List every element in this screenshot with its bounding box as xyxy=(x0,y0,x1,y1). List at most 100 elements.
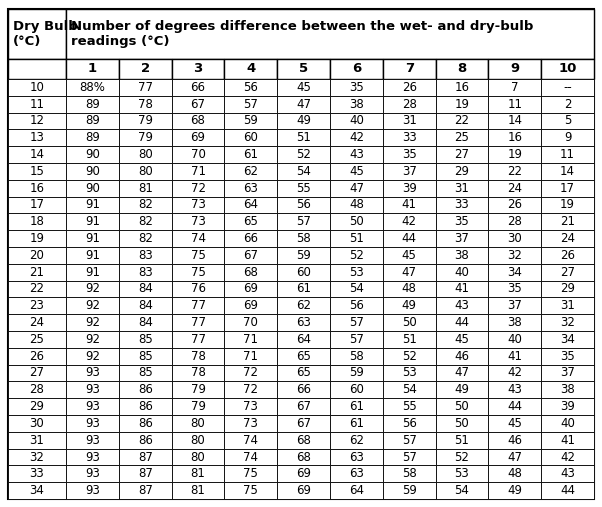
Bar xyxy=(119,197,172,213)
Text: 45: 45 xyxy=(349,165,364,178)
Text: 57: 57 xyxy=(402,433,417,447)
Text: 92: 92 xyxy=(85,282,100,296)
Text: 70: 70 xyxy=(243,316,258,329)
Text: 22: 22 xyxy=(455,115,470,127)
Text: 21: 21 xyxy=(560,215,575,228)
Text: 82: 82 xyxy=(138,215,153,228)
Bar xyxy=(119,280,172,298)
Bar xyxy=(8,79,66,96)
Bar xyxy=(488,96,541,113)
Bar xyxy=(436,415,488,432)
Bar xyxy=(8,280,66,298)
Text: 58: 58 xyxy=(402,467,417,480)
Bar xyxy=(541,415,594,432)
Bar xyxy=(119,247,172,264)
Bar xyxy=(330,398,383,415)
Text: 43: 43 xyxy=(349,148,364,161)
Bar xyxy=(541,365,594,381)
Text: 42: 42 xyxy=(560,451,575,463)
Bar xyxy=(277,230,330,247)
Bar xyxy=(436,197,488,213)
Text: 54: 54 xyxy=(296,165,311,178)
Bar xyxy=(488,79,541,96)
Bar xyxy=(8,213,66,230)
Text: 40: 40 xyxy=(455,266,470,279)
Text: 50: 50 xyxy=(402,316,417,329)
Bar xyxy=(66,314,119,331)
Bar xyxy=(8,365,66,381)
Text: 73: 73 xyxy=(191,199,205,211)
Text: 47: 47 xyxy=(507,451,523,463)
Text: 35: 35 xyxy=(507,282,522,296)
Bar xyxy=(225,415,277,432)
Bar xyxy=(225,280,277,298)
Bar xyxy=(66,129,119,146)
Text: 32: 32 xyxy=(507,249,523,262)
Text: 88%: 88% xyxy=(79,81,105,94)
Text: 90: 90 xyxy=(85,182,100,195)
Text: 17: 17 xyxy=(560,182,575,195)
Text: 93: 93 xyxy=(85,467,100,480)
Text: 57: 57 xyxy=(243,98,258,111)
Text: 39: 39 xyxy=(560,400,575,413)
Text: 61: 61 xyxy=(296,282,311,296)
Text: 50: 50 xyxy=(455,417,470,430)
Bar xyxy=(8,163,66,180)
Text: 16: 16 xyxy=(455,81,470,94)
Text: 48: 48 xyxy=(402,282,417,296)
Text: 28: 28 xyxy=(29,383,45,396)
Text: 87: 87 xyxy=(138,467,153,480)
Text: 82: 82 xyxy=(138,232,153,245)
Text: 49: 49 xyxy=(507,484,523,497)
Bar xyxy=(225,365,277,381)
Bar xyxy=(383,398,436,415)
Text: 56: 56 xyxy=(349,299,364,312)
Bar xyxy=(172,381,225,398)
Text: 51: 51 xyxy=(296,131,311,144)
Bar xyxy=(488,298,541,314)
Bar xyxy=(488,230,541,247)
Bar xyxy=(488,482,541,499)
Text: 19: 19 xyxy=(455,98,470,111)
Text: 46: 46 xyxy=(507,433,523,447)
Bar xyxy=(541,197,594,213)
Bar xyxy=(330,314,383,331)
Text: 31: 31 xyxy=(402,115,417,127)
Bar xyxy=(541,348,594,365)
Text: 59: 59 xyxy=(243,115,258,127)
Bar xyxy=(172,180,225,197)
Text: 69: 69 xyxy=(296,467,311,480)
Bar xyxy=(436,213,488,230)
Bar xyxy=(436,381,488,398)
Text: 75: 75 xyxy=(191,266,205,279)
Bar xyxy=(225,381,277,398)
Bar xyxy=(66,381,119,398)
Text: 69: 69 xyxy=(243,299,258,312)
Text: 43: 43 xyxy=(560,467,575,480)
Bar xyxy=(225,79,277,96)
Bar xyxy=(383,415,436,432)
Bar xyxy=(541,230,594,247)
Text: 92: 92 xyxy=(85,350,100,363)
Text: 53: 53 xyxy=(349,266,364,279)
Text: 93: 93 xyxy=(85,400,100,413)
Text: 84: 84 xyxy=(138,299,153,312)
Text: 2: 2 xyxy=(564,98,571,111)
Bar xyxy=(436,331,488,348)
Text: 90: 90 xyxy=(85,165,100,178)
Bar xyxy=(66,180,119,197)
Bar xyxy=(172,197,225,213)
Text: 84: 84 xyxy=(138,282,153,296)
Text: 80: 80 xyxy=(191,417,205,430)
Bar xyxy=(277,314,330,331)
Text: 84: 84 xyxy=(138,316,153,329)
Bar xyxy=(172,113,225,129)
Bar xyxy=(8,113,66,129)
Text: 60: 60 xyxy=(349,383,364,396)
Text: 30: 30 xyxy=(507,232,522,245)
Bar xyxy=(8,180,66,197)
Text: 67: 67 xyxy=(296,400,311,413)
Bar xyxy=(330,197,383,213)
Bar xyxy=(436,482,488,499)
Bar xyxy=(541,247,594,264)
